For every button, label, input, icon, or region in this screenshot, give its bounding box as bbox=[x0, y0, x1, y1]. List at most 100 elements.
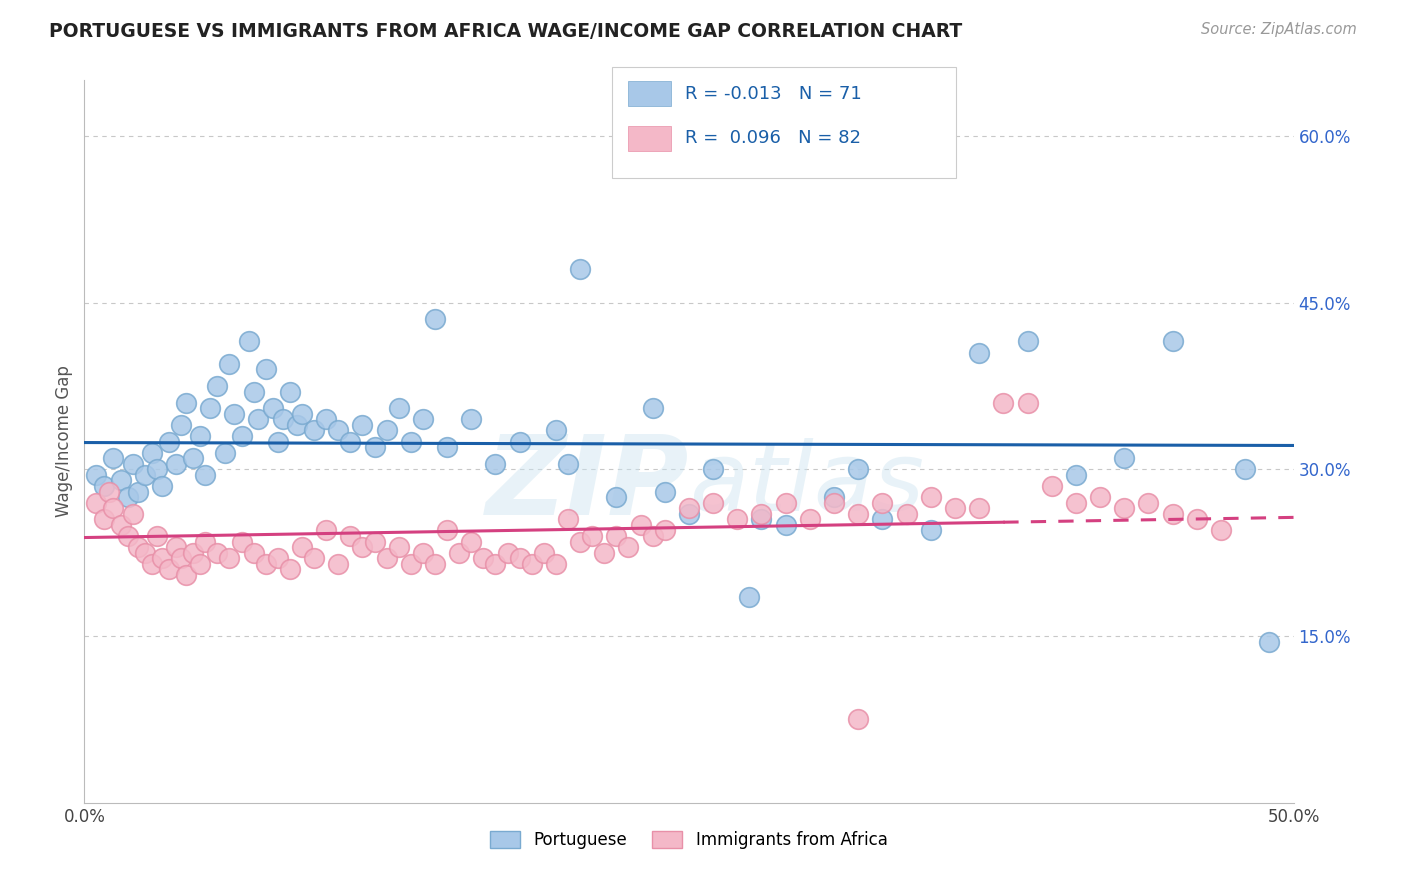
Point bbox=[605, 529, 627, 543]
Point bbox=[363, 534, 385, 549]
Point bbox=[146, 462, 169, 476]
Point bbox=[484, 457, 506, 471]
Point bbox=[569, 534, 592, 549]
Point bbox=[218, 357, 240, 371]
Point bbox=[170, 551, 193, 566]
Point bbox=[846, 507, 869, 521]
Point bbox=[617, 540, 640, 554]
Point bbox=[117, 529, 139, 543]
Point bbox=[141, 557, 163, 571]
Point bbox=[557, 512, 579, 526]
Point bbox=[207, 546, 229, 560]
Point bbox=[738, 590, 761, 604]
Point bbox=[993, 395, 1015, 409]
Point bbox=[242, 384, 264, 399]
Point bbox=[1088, 490, 1111, 504]
Point bbox=[231, 534, 253, 549]
Point bbox=[569, 262, 592, 277]
Point bbox=[238, 334, 260, 349]
Point bbox=[150, 551, 173, 566]
Point bbox=[1114, 451, 1136, 466]
Point bbox=[110, 474, 132, 488]
Point bbox=[872, 512, 894, 526]
Point bbox=[127, 484, 149, 499]
Point bbox=[146, 529, 169, 543]
Point bbox=[181, 451, 204, 466]
Point bbox=[328, 424, 350, 438]
Text: ZIP: ZIP bbox=[485, 432, 689, 539]
Point bbox=[544, 424, 567, 438]
Point bbox=[1114, 501, 1136, 516]
Point bbox=[1017, 395, 1039, 409]
Point bbox=[1258, 634, 1281, 648]
Point bbox=[423, 312, 446, 326]
Point bbox=[231, 429, 253, 443]
Point bbox=[121, 507, 143, 521]
Point bbox=[328, 557, 350, 571]
Point bbox=[363, 440, 385, 454]
Point bbox=[967, 345, 990, 359]
Point bbox=[423, 557, 446, 571]
Text: PORTUGUESE VS IMMIGRANTS FROM AFRICA WAGE/INCOME GAP CORRELATION CHART: PORTUGUESE VS IMMIGRANTS FROM AFRICA WAG… bbox=[49, 22, 963, 41]
Point bbox=[920, 524, 942, 538]
Point bbox=[1161, 334, 1184, 349]
Point bbox=[174, 395, 197, 409]
Point bbox=[194, 467, 217, 482]
Point bbox=[509, 434, 531, 449]
Point bbox=[484, 557, 506, 571]
Point bbox=[775, 517, 797, 532]
Point bbox=[1137, 496, 1160, 510]
Point bbox=[315, 524, 337, 538]
Point bbox=[207, 379, 229, 393]
Point bbox=[702, 496, 724, 510]
Point bbox=[247, 412, 270, 426]
Point bbox=[302, 551, 325, 566]
Point bbox=[1040, 479, 1063, 493]
Point bbox=[799, 512, 821, 526]
Point bbox=[315, 412, 337, 426]
Point bbox=[678, 501, 700, 516]
Point bbox=[86, 467, 108, 482]
Point bbox=[170, 417, 193, 432]
Point bbox=[412, 546, 434, 560]
Text: Source: ZipAtlas.com: Source: ZipAtlas.com bbox=[1201, 22, 1357, 37]
Legend: Portuguese, Immigrants from Africa: Portuguese, Immigrants from Africa bbox=[484, 824, 894, 856]
Text: R =  0.096   N = 82: R = 0.096 N = 82 bbox=[685, 129, 860, 147]
Point bbox=[1185, 512, 1208, 526]
Point bbox=[412, 412, 434, 426]
Point bbox=[262, 401, 284, 416]
Point bbox=[605, 490, 627, 504]
Point bbox=[533, 546, 555, 560]
Point bbox=[1234, 462, 1257, 476]
Point bbox=[1017, 334, 1039, 349]
Point bbox=[399, 434, 422, 449]
Point bbox=[1161, 507, 1184, 521]
Point bbox=[375, 551, 398, 566]
Point bbox=[388, 401, 411, 416]
Point bbox=[352, 540, 374, 554]
Point bbox=[339, 434, 361, 449]
Point bbox=[654, 524, 676, 538]
Point bbox=[121, 457, 143, 471]
Point bbox=[641, 401, 664, 416]
Point bbox=[267, 551, 290, 566]
Point bbox=[544, 557, 567, 571]
Point bbox=[157, 562, 180, 576]
Point bbox=[190, 429, 212, 443]
Point bbox=[967, 501, 990, 516]
Point bbox=[436, 440, 458, 454]
Point bbox=[896, 507, 918, 521]
Point bbox=[267, 434, 290, 449]
Point bbox=[93, 512, 115, 526]
Point bbox=[134, 467, 156, 482]
Point bbox=[436, 524, 458, 538]
Point bbox=[224, 407, 246, 421]
Point bbox=[254, 557, 277, 571]
Point bbox=[157, 434, 180, 449]
Point bbox=[110, 517, 132, 532]
Point bbox=[557, 457, 579, 471]
Point bbox=[775, 496, 797, 510]
Text: atlas: atlas bbox=[689, 438, 924, 532]
Point bbox=[352, 417, 374, 432]
Point bbox=[103, 501, 125, 516]
